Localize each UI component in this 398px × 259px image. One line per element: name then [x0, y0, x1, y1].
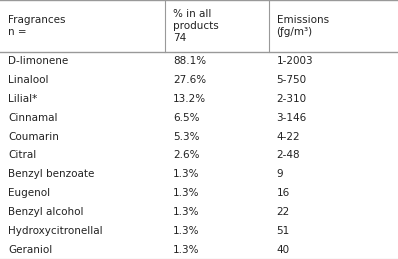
Text: 6.5%: 6.5% [173, 113, 200, 123]
Text: Eugenol: Eugenol [8, 188, 50, 198]
Text: 1.3%: 1.3% [173, 244, 200, 255]
Text: 2.6%: 2.6% [173, 150, 200, 160]
Text: 27.6%: 27.6% [173, 75, 206, 85]
Text: Benzyl benzoate: Benzyl benzoate [8, 169, 94, 179]
Text: 1-2003: 1-2003 [277, 56, 313, 66]
Text: Benzyl alcohol: Benzyl alcohol [8, 207, 84, 217]
Text: 5-750: 5-750 [277, 75, 307, 85]
Text: Emissions
(ƒg/m³): Emissions (ƒg/m³) [277, 15, 329, 37]
Text: 1.3%: 1.3% [173, 169, 200, 179]
Text: Fragrances
n =: Fragrances n = [8, 15, 65, 37]
Text: 1.3%: 1.3% [173, 188, 200, 198]
Text: 1.3%: 1.3% [173, 207, 200, 217]
Text: 3-146: 3-146 [277, 113, 307, 123]
Text: 51: 51 [277, 226, 290, 236]
Text: Geraniol: Geraniol [8, 244, 52, 255]
Text: 2-310: 2-310 [277, 94, 307, 104]
Text: 5.3%: 5.3% [173, 132, 200, 142]
Text: Lilial*: Lilial* [8, 94, 37, 104]
Text: 13.2%: 13.2% [173, 94, 206, 104]
Text: Hydroxycitronellal: Hydroxycitronellal [8, 226, 103, 236]
Text: % in all
products
74: % in all products 74 [173, 9, 219, 43]
Text: 2-48: 2-48 [277, 150, 300, 160]
Text: 9: 9 [277, 169, 283, 179]
Text: Citral: Citral [8, 150, 36, 160]
Text: 40: 40 [277, 244, 290, 255]
Text: D-limonene: D-limonene [8, 56, 68, 66]
Text: 16: 16 [277, 188, 290, 198]
Text: 88.1%: 88.1% [173, 56, 206, 66]
Text: 1.3%: 1.3% [173, 226, 200, 236]
Text: Coumarin: Coumarin [8, 132, 59, 142]
Text: 22: 22 [277, 207, 290, 217]
Text: 4-22: 4-22 [277, 132, 300, 142]
Text: Linalool: Linalool [8, 75, 49, 85]
Text: Cinnamal: Cinnamal [8, 113, 57, 123]
